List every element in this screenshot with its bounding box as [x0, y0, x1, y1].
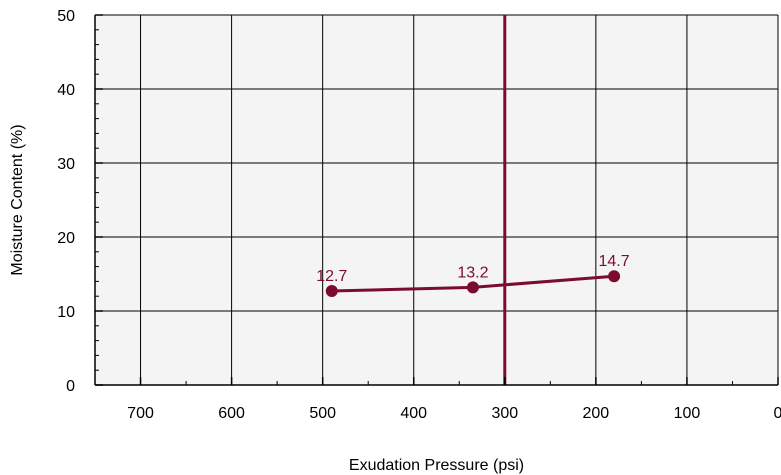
x-tick-label: 500 — [309, 405, 336, 422]
y-tick-label: 50 — [57, 8, 75, 25]
data-point — [608, 270, 621, 283]
y-tick-label: 20 — [57, 230, 75, 247]
data-label: 14.7 — [599, 253, 630, 270]
y-tick-label: 0 — [66, 378, 75, 395]
data-label: 13.2 — [457, 264, 488, 281]
y-tick-label: 40 — [57, 82, 75, 99]
x-tick-label: 300 — [491, 405, 518, 422]
x-tick-label: 700 — [127, 405, 154, 422]
y-axis-title: Moisture Content (%) — [9, 124, 26, 275]
x-axis-title: Exudation Pressure (psi) — [349, 457, 524, 474]
y-tick-label: 10 — [57, 304, 75, 321]
data-point — [325, 285, 338, 298]
data-point — [466, 281, 479, 294]
x-tick-label: 100 — [674, 405, 701, 422]
data-label: 12.7 — [316, 268, 347, 285]
x-tick-label: 0 — [774, 405, 781, 422]
grid — [95, 14, 779, 386]
x-tick-label: 400 — [400, 405, 427, 422]
x-tick-label: 600 — [218, 405, 245, 422]
x-tick-label: 200 — [583, 405, 610, 422]
series-layer: 12.7 13.2 14.7 — [316, 253, 630, 298]
axes: 700 600 500 400 300 200 100 0 0 10 20 30 40 50 — [57, 8, 781, 422]
plot-area — [95, 15, 778, 385]
y-tick-label: 30 — [57, 156, 75, 173]
